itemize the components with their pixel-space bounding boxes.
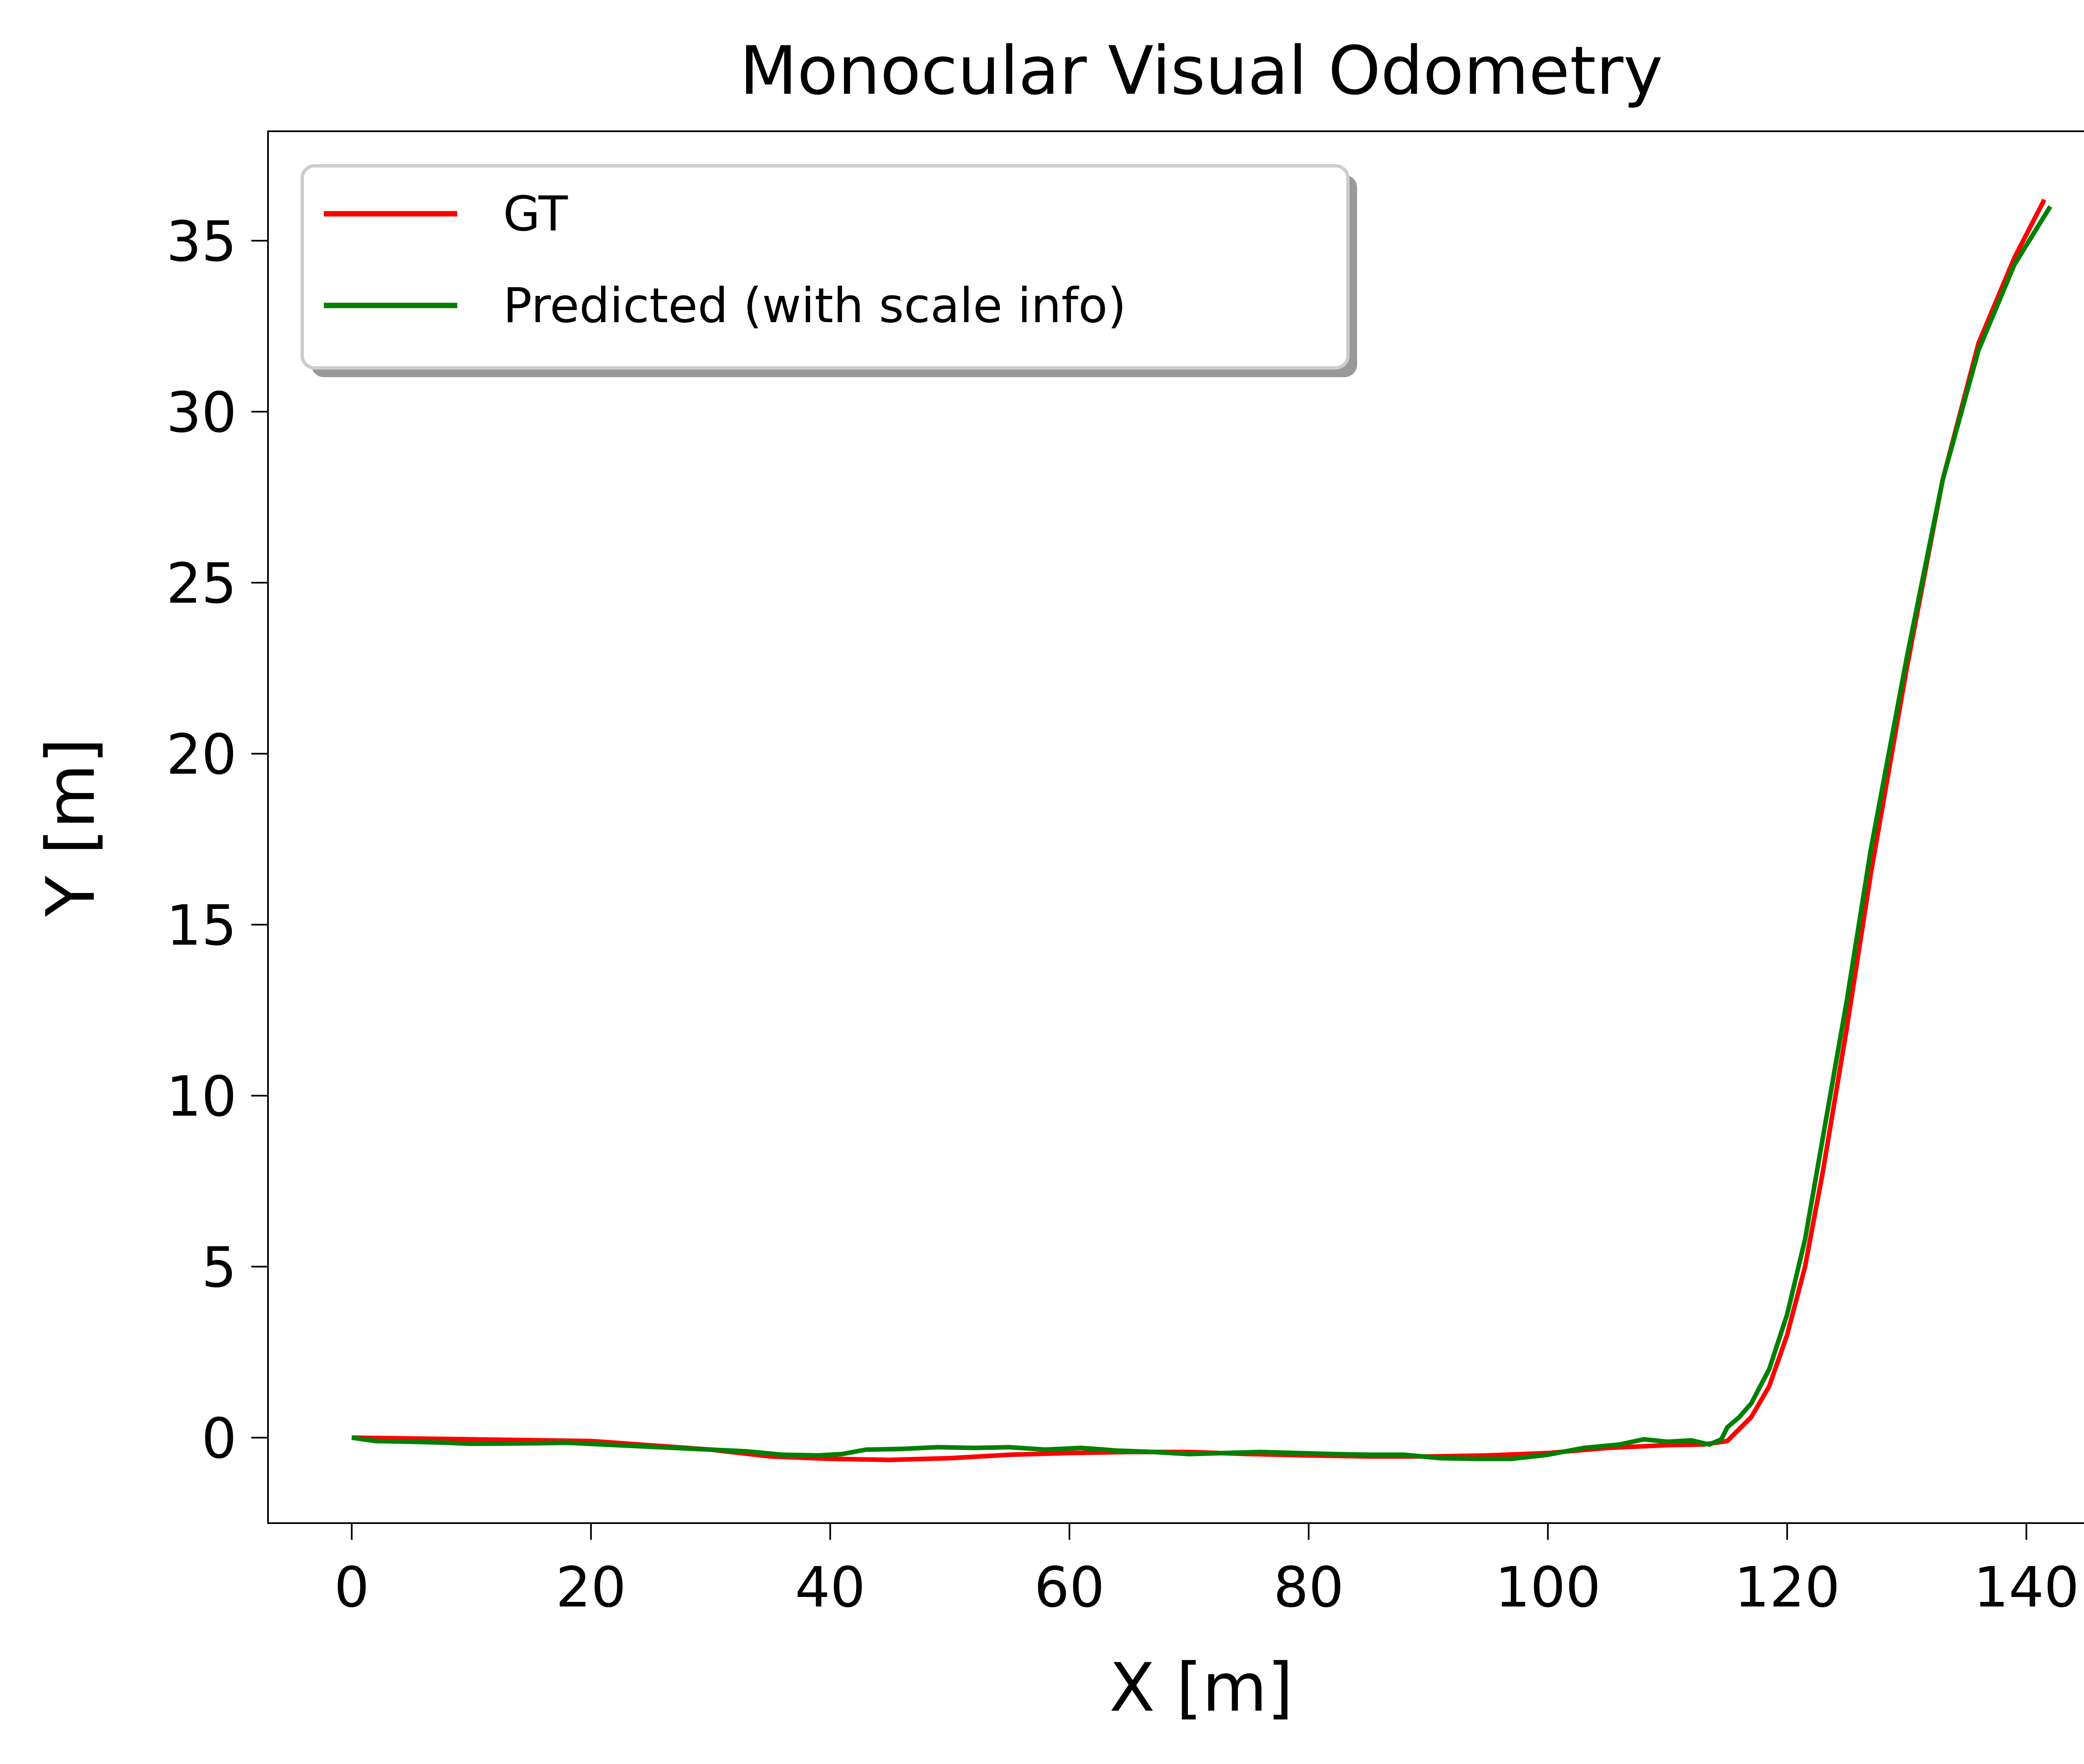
x-tick-label: 0 [334, 1556, 370, 1620]
legend-label-predicted: Predicted (with scale info) [503, 278, 1126, 334]
legend: GT Predicted (with scale info) [301, 164, 1357, 377]
x-tick-label: 140 [1974, 1556, 2079, 1620]
y-tick-label: 35 [166, 210, 237, 274]
y-tick-label: 5 [201, 1236, 237, 1300]
x-tick-label: 40 [795, 1556, 865, 1620]
y-axis-ticks: 0 5 10 15 20 25 30 35 [166, 210, 268, 1471]
series-line-gt [351, 198, 2046, 1462]
y-tick-label: 10 [166, 1065, 237, 1129]
y-tick-label: 25 [166, 552, 237, 616]
chart-title: Monocular Visual Odometry [739, 32, 1663, 110]
x-axis-label: X [m] [1109, 1649, 1293, 1726]
x-tick-label: 20 [556, 1556, 626, 1620]
x-axis-ticks: 0 20 40 60 80 100 120 140 [334, 1523, 2079, 1620]
x-tick-label: 80 [1273, 1556, 1344, 1620]
legend-box [301, 164, 1350, 370]
x-tick-label: 120 [1734, 1556, 1840, 1620]
series-group [351, 198, 2052, 1462]
series-line-predicted [351, 205, 2052, 1461]
y-tick-label: 0 [201, 1407, 237, 1471]
x-tick-label: 60 [1034, 1556, 1105, 1620]
y-tick-label: 15 [166, 894, 237, 958]
y-tick-label: 30 [166, 381, 237, 445]
y-tick-label: 20 [166, 723, 237, 787]
y-axis-label: Y [m] [32, 738, 110, 917]
axes-frame [267, 130, 2084, 1524]
legend-label-gt: GT [503, 186, 568, 242]
x-tick-label: 100 [1495, 1556, 1601, 1620]
